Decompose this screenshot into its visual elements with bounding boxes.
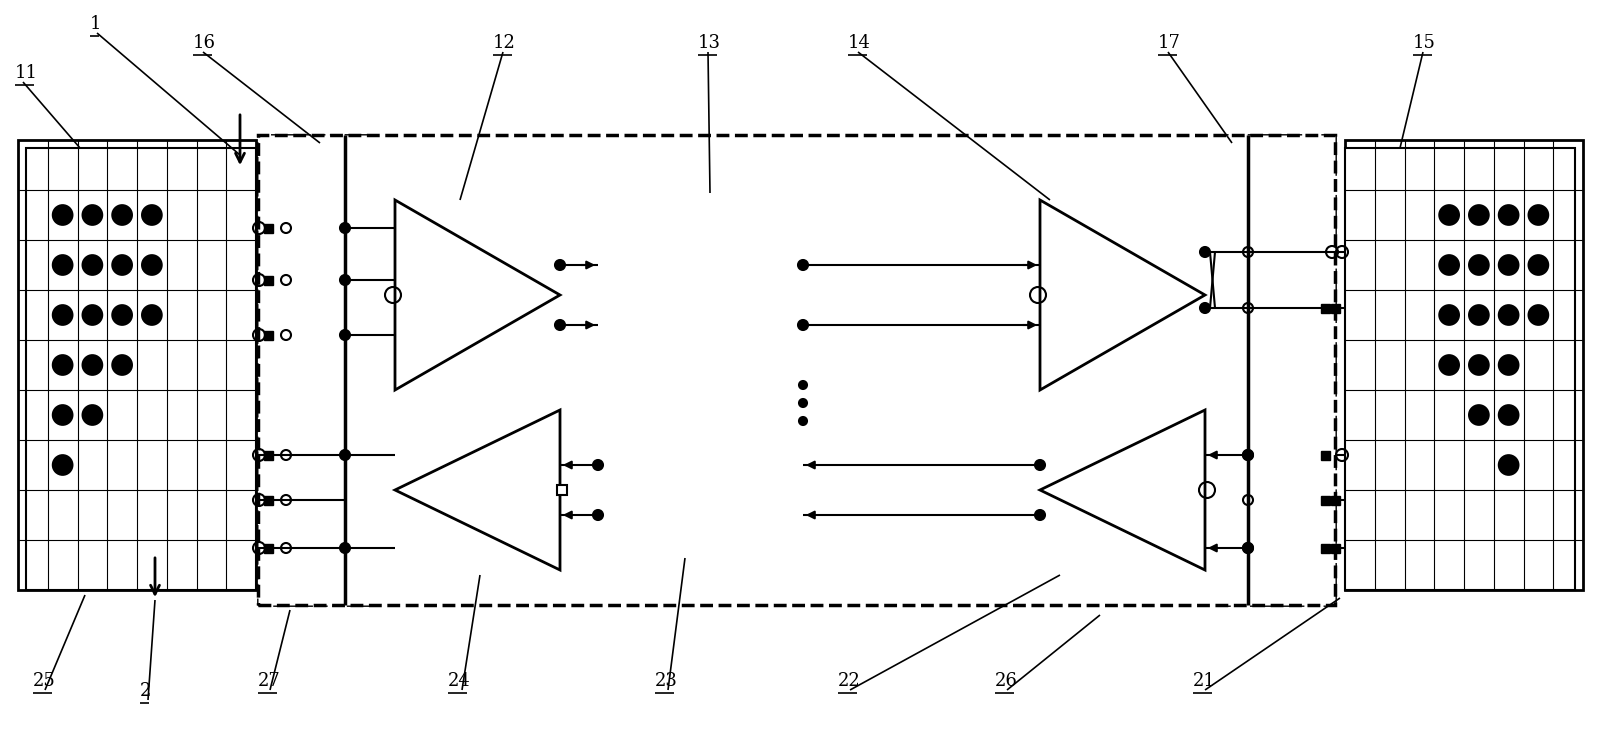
Text: 12: 12 (493, 34, 516, 52)
Text: 23: 23 (656, 672, 678, 690)
Text: 25: 25 (34, 672, 56, 690)
Bar (259, 135, 373, 605)
Bar (264, 543, 273, 553)
Circle shape (1200, 303, 1210, 313)
Bar (558, 485, 567, 495)
Circle shape (141, 205, 162, 225)
Text: 16: 16 (193, 34, 215, 52)
Text: 2: 2 (140, 682, 151, 700)
Circle shape (341, 275, 350, 285)
Text: 14: 14 (848, 34, 871, 52)
Circle shape (554, 320, 566, 330)
Text: 24: 24 (448, 672, 471, 690)
Text: 22: 22 (837, 672, 861, 690)
Circle shape (1528, 255, 1548, 275)
Circle shape (112, 305, 132, 325)
Circle shape (1440, 205, 1459, 225)
Bar (264, 331, 273, 340)
Text: 17: 17 (1159, 34, 1181, 52)
Bar (1321, 304, 1329, 312)
Bar (26, 148, 256, 590)
Text: 21: 21 (1192, 672, 1216, 690)
Circle shape (1528, 205, 1548, 225)
Bar (1345, 140, 1583, 590)
Bar (264, 276, 273, 284)
Circle shape (1469, 255, 1488, 275)
Circle shape (341, 450, 350, 460)
Bar (1220, 135, 1335, 605)
Circle shape (799, 381, 807, 389)
Circle shape (554, 260, 566, 270)
Circle shape (82, 205, 103, 225)
Bar (1331, 304, 1340, 312)
Circle shape (1035, 460, 1045, 470)
Circle shape (53, 255, 72, 275)
Circle shape (53, 455, 72, 475)
Circle shape (593, 460, 603, 470)
Bar (1321, 451, 1329, 459)
Circle shape (112, 205, 132, 225)
Text: 26: 26 (995, 672, 1017, 690)
Circle shape (1499, 255, 1519, 275)
Circle shape (1440, 305, 1459, 325)
Circle shape (1469, 355, 1488, 375)
Circle shape (53, 405, 72, 425)
Circle shape (1469, 205, 1488, 225)
Circle shape (341, 223, 350, 233)
Bar (264, 451, 273, 459)
Circle shape (112, 355, 132, 375)
Circle shape (53, 305, 72, 325)
Bar (1331, 495, 1340, 504)
Circle shape (1499, 305, 1519, 325)
Bar (18, 140, 256, 590)
Circle shape (141, 255, 162, 275)
Circle shape (1499, 355, 1519, 375)
Bar (1321, 543, 1329, 553)
Circle shape (341, 543, 350, 553)
Circle shape (1242, 543, 1253, 553)
Bar (1331, 543, 1340, 553)
Circle shape (141, 305, 162, 325)
Circle shape (1469, 305, 1488, 325)
Circle shape (1035, 510, 1045, 520)
Text: 27: 27 (259, 672, 281, 690)
Circle shape (341, 330, 350, 340)
Circle shape (82, 405, 103, 425)
Circle shape (53, 205, 72, 225)
Circle shape (82, 255, 103, 275)
Circle shape (1499, 405, 1519, 425)
Circle shape (799, 260, 808, 270)
Bar (264, 495, 273, 504)
Circle shape (82, 305, 103, 325)
Text: 11: 11 (14, 64, 39, 82)
Circle shape (1469, 405, 1488, 425)
Circle shape (799, 417, 807, 425)
Circle shape (1499, 205, 1519, 225)
Circle shape (112, 255, 132, 275)
Circle shape (1528, 305, 1548, 325)
Bar (259, 135, 1335, 605)
Circle shape (799, 399, 807, 407)
Bar (1345, 148, 1575, 590)
Text: 15: 15 (1413, 34, 1437, 52)
Circle shape (1242, 450, 1253, 460)
Circle shape (1440, 355, 1459, 375)
Bar (598, 193, 804, 386)
Bar (264, 223, 273, 232)
Circle shape (82, 355, 103, 375)
Circle shape (53, 355, 72, 375)
Text: 13: 13 (697, 34, 722, 52)
Circle shape (1499, 455, 1519, 475)
Bar (598, 418, 804, 558)
Circle shape (1200, 247, 1210, 257)
Bar (1321, 495, 1329, 504)
Circle shape (1440, 255, 1459, 275)
Circle shape (593, 510, 603, 520)
Circle shape (799, 320, 808, 330)
Text: 1: 1 (90, 15, 101, 33)
